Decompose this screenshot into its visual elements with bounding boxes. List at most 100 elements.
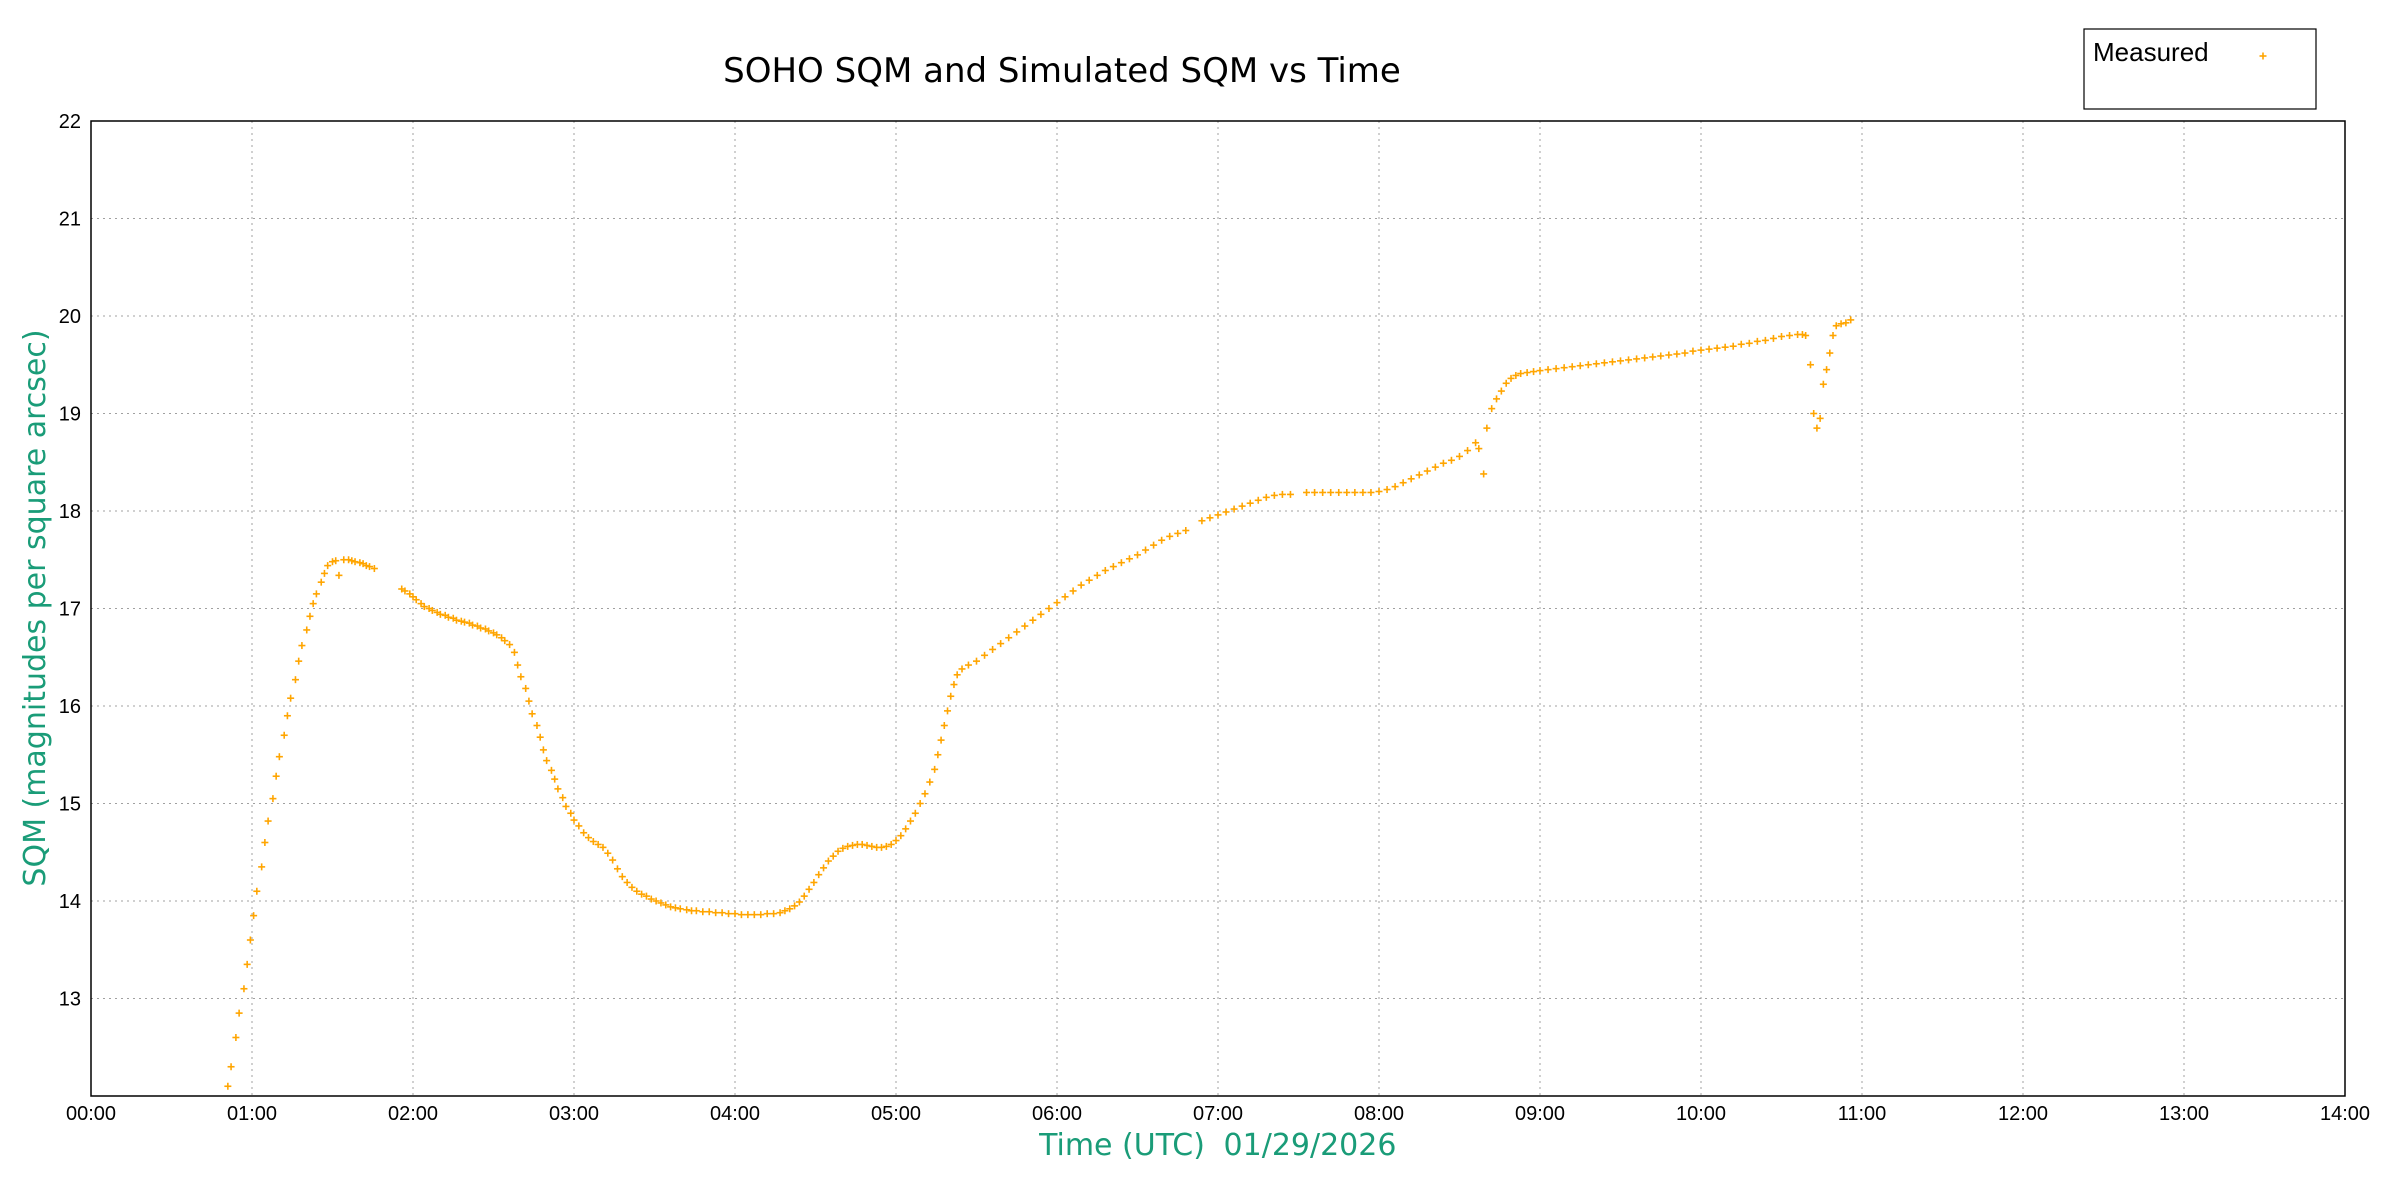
y-axis-label: SQM (magnitudes per square arcsec) (18, 329, 53, 886)
data-point (1681, 349, 1689, 357)
data-point (1705, 345, 1713, 353)
data-point (1246, 499, 1254, 507)
data-point (1512, 371, 1520, 379)
data-point (1214, 511, 1222, 519)
data-point (269, 795, 277, 803)
data-point (776, 909, 784, 917)
data-point (718, 909, 726, 917)
data-point (1206, 514, 1214, 522)
data-point (868, 842, 876, 850)
data-point (551, 775, 559, 783)
data-point (1617, 357, 1624, 365)
data-point (1753, 337, 1761, 345)
data-point (1407, 475, 1415, 483)
data-point (1351, 488, 1359, 496)
data-point (1222, 508, 1230, 516)
x-axis-date: 01/29/2026 (1224, 1128, 1397, 1163)
data-point (662, 901, 670, 909)
x-tick-label: 03:00 (549, 1103, 599, 1125)
data-point (329, 558, 336, 566)
data-point (493, 631, 501, 639)
data-point (1262, 493, 1270, 501)
data-point (1021, 622, 1029, 630)
data-point (858, 840, 866, 848)
data-point (981, 651, 989, 659)
data-point (1568, 363, 1576, 371)
data-point (676, 905, 684, 913)
data-point (667, 903, 675, 911)
data-point (623, 878, 631, 886)
data-point (272, 772, 280, 780)
data-point (882, 842, 890, 850)
data-point (642, 892, 650, 900)
data-point (810, 878, 818, 886)
data-point (628, 883, 636, 891)
data-point (522, 684, 530, 692)
y-tick-label: 16 (59, 696, 81, 718)
data-point (1415, 471, 1423, 479)
data-point (1806, 361, 1814, 369)
x-tick-label: 14:00 (2320, 1103, 2370, 1125)
data-point (950, 681, 958, 689)
data-point (1625, 356, 1633, 364)
data-point (1359, 488, 1367, 496)
y-tick-label: 18 (59, 501, 81, 523)
data-point (609, 856, 617, 864)
data-point (1303, 488, 1311, 496)
data-point (533, 722, 541, 729)
data-point (712, 909, 720, 917)
data-point (1464, 447, 1472, 455)
data-point (1439, 459, 1447, 467)
data-point (283, 712, 291, 720)
data-point (1488, 405, 1496, 413)
data-point (312, 590, 320, 598)
data-point (1786, 332, 1794, 339)
data-point (849, 841, 857, 849)
data-point (1238, 502, 1246, 510)
data-point (1576, 362, 1584, 370)
data-point (539, 746, 547, 754)
x-tick-label: 00:00 (66, 1103, 116, 1125)
data-point (844, 842, 852, 850)
legend-label-measured: Measured (2093, 37, 2209, 67)
data-point (1480, 470, 1488, 478)
data-point (1689, 347, 1697, 355)
legend-box (2083, 28, 2317, 110)
data-point (1423, 467, 1431, 475)
data-point (902, 825, 910, 833)
data-point (457, 617, 465, 625)
data-point (781, 907, 789, 915)
data-point (580, 829, 588, 837)
data-point (1826, 349, 1834, 357)
data-point (800, 892, 808, 900)
data-point (303, 626, 311, 634)
y-tick-label: 19 (59, 404, 81, 426)
data-point (1813, 424, 1821, 432)
chart-title: SOHO SQM and Simulated SQM vs Time (723, 51, 1401, 91)
data-point (1053, 599, 1061, 607)
data-point (1502, 379, 1510, 387)
data-point (348, 557, 356, 565)
data-point (444, 613, 452, 621)
data-point (1391, 483, 1399, 491)
data-point (604, 849, 612, 857)
data-point (1327, 488, 1335, 496)
data-point (1493, 395, 1501, 403)
data-point (953, 671, 961, 679)
data-point (362, 562, 370, 570)
data-point (1013, 628, 1021, 636)
data-point (1150, 541, 1158, 549)
data-point (250, 912, 258, 920)
data-point (536, 733, 544, 741)
data-point (815, 871, 823, 879)
data-point (485, 627, 493, 635)
data-point (309, 600, 317, 608)
data-point (1367, 488, 1375, 496)
y-tick-label: 13 (59, 989, 81, 1011)
data-point (1174, 529, 1182, 537)
data-point (1456, 452, 1463, 460)
data-point (1552, 365, 1560, 373)
data-point (1472, 439, 1480, 447)
data-point (1657, 352, 1665, 360)
data-point (436, 610, 444, 618)
